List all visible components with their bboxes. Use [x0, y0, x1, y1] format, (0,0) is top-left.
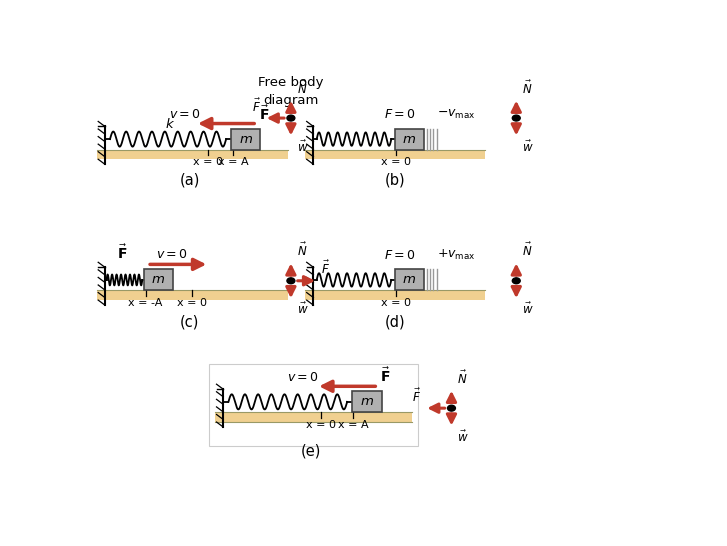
- Text: $\vec{w}$: $\vec{w}$: [297, 302, 308, 317]
- Text: Free body
diagram: Free body diagram: [258, 76, 324, 107]
- Bar: [97, 150, 288, 159]
- Text: x = 0: x = 0: [381, 157, 411, 167]
- Text: x = 0: x = 0: [306, 419, 336, 430]
- Bar: [305, 290, 486, 300]
- Text: x = 0: x = 0: [381, 298, 411, 307]
- Bar: [144, 269, 173, 290]
- Text: $F = 0$: $F = 0$: [384, 250, 416, 262]
- Text: x = 0: x = 0: [177, 298, 207, 307]
- Text: $\vec{F}$: $\vec{F}$: [412, 388, 421, 405]
- Text: $\vec{w}$: $\vec{w}$: [457, 430, 469, 444]
- Text: $F = 0$: $F = 0$: [384, 108, 416, 121]
- Bar: [395, 269, 424, 290]
- Text: $\vec{N}$: $\vec{N}$: [522, 80, 532, 97]
- Circle shape: [513, 278, 521, 284]
- Text: $m$: $m$: [151, 274, 166, 287]
- Text: (a): (a): [180, 173, 200, 188]
- Bar: [231, 128, 260, 150]
- Text: $m$: $m$: [360, 395, 374, 408]
- Circle shape: [287, 115, 295, 121]
- Text: $m$: $m$: [238, 133, 253, 146]
- Text: $v = 0$: $v = 0$: [156, 248, 188, 262]
- Bar: [305, 150, 486, 159]
- Text: (b): (b): [385, 173, 406, 188]
- Text: (d): (d): [385, 314, 406, 329]
- Text: $m$: $m$: [402, 133, 417, 146]
- Text: x = A: x = A: [217, 157, 248, 167]
- Text: $k$: $k$: [165, 117, 174, 130]
- Text: $\vec{w}$: $\vec{w}$: [522, 302, 534, 317]
- Text: x = 0: x = 0: [193, 157, 223, 167]
- Text: x = A: x = A: [338, 419, 369, 430]
- Text: $+v_{\mathrm{max}}$: $+v_{\mathrm{max}}$: [438, 248, 476, 262]
- Bar: [353, 391, 382, 412]
- Text: (e): (e): [300, 444, 321, 459]
- Text: $\vec{w}$: $\vec{w}$: [297, 140, 308, 155]
- Circle shape: [448, 405, 455, 411]
- Text: $\vec{N}$: $\vec{N}$: [297, 80, 307, 97]
- Circle shape: [287, 278, 295, 284]
- Text: x = -A: x = -A: [129, 298, 163, 307]
- Text: $\vec{F}$: $\vec{F}$: [321, 260, 330, 277]
- Text: $v = 0$: $v = 0$: [169, 108, 201, 121]
- Bar: [215, 412, 412, 422]
- Text: $\vec{w}$: $\vec{w}$: [522, 140, 534, 155]
- Text: $\vec{\mathbf{F}}$: $\vec{\mathbf{F}}$: [380, 367, 391, 385]
- Text: $\vec{\mathbf{F}}$: $\vec{\mathbf{F}}$: [117, 244, 127, 262]
- Bar: [209, 364, 418, 446]
- Text: $v = 0$: $v = 0$: [287, 371, 319, 384]
- Text: $\vec{N}$: $\vec{N}$: [457, 370, 467, 387]
- Text: $\vec{F}$: $\vec{F}$: [252, 98, 260, 115]
- Text: $-v_{\mathrm{max}}$: $-v_{\mathrm{max}}$: [438, 108, 476, 121]
- Circle shape: [513, 115, 521, 121]
- Bar: [395, 128, 424, 150]
- Text: (c): (c): [180, 314, 199, 329]
- Text: $\vec{N}$: $\vec{N}$: [522, 242, 532, 259]
- Bar: [97, 290, 288, 300]
- Text: $\vec{\mathbf{F}}$: $\vec{\mathbf{F}}$: [259, 104, 269, 123]
- Text: $\vec{N}$: $\vec{N}$: [297, 242, 307, 259]
- Text: $m$: $m$: [402, 274, 417, 287]
